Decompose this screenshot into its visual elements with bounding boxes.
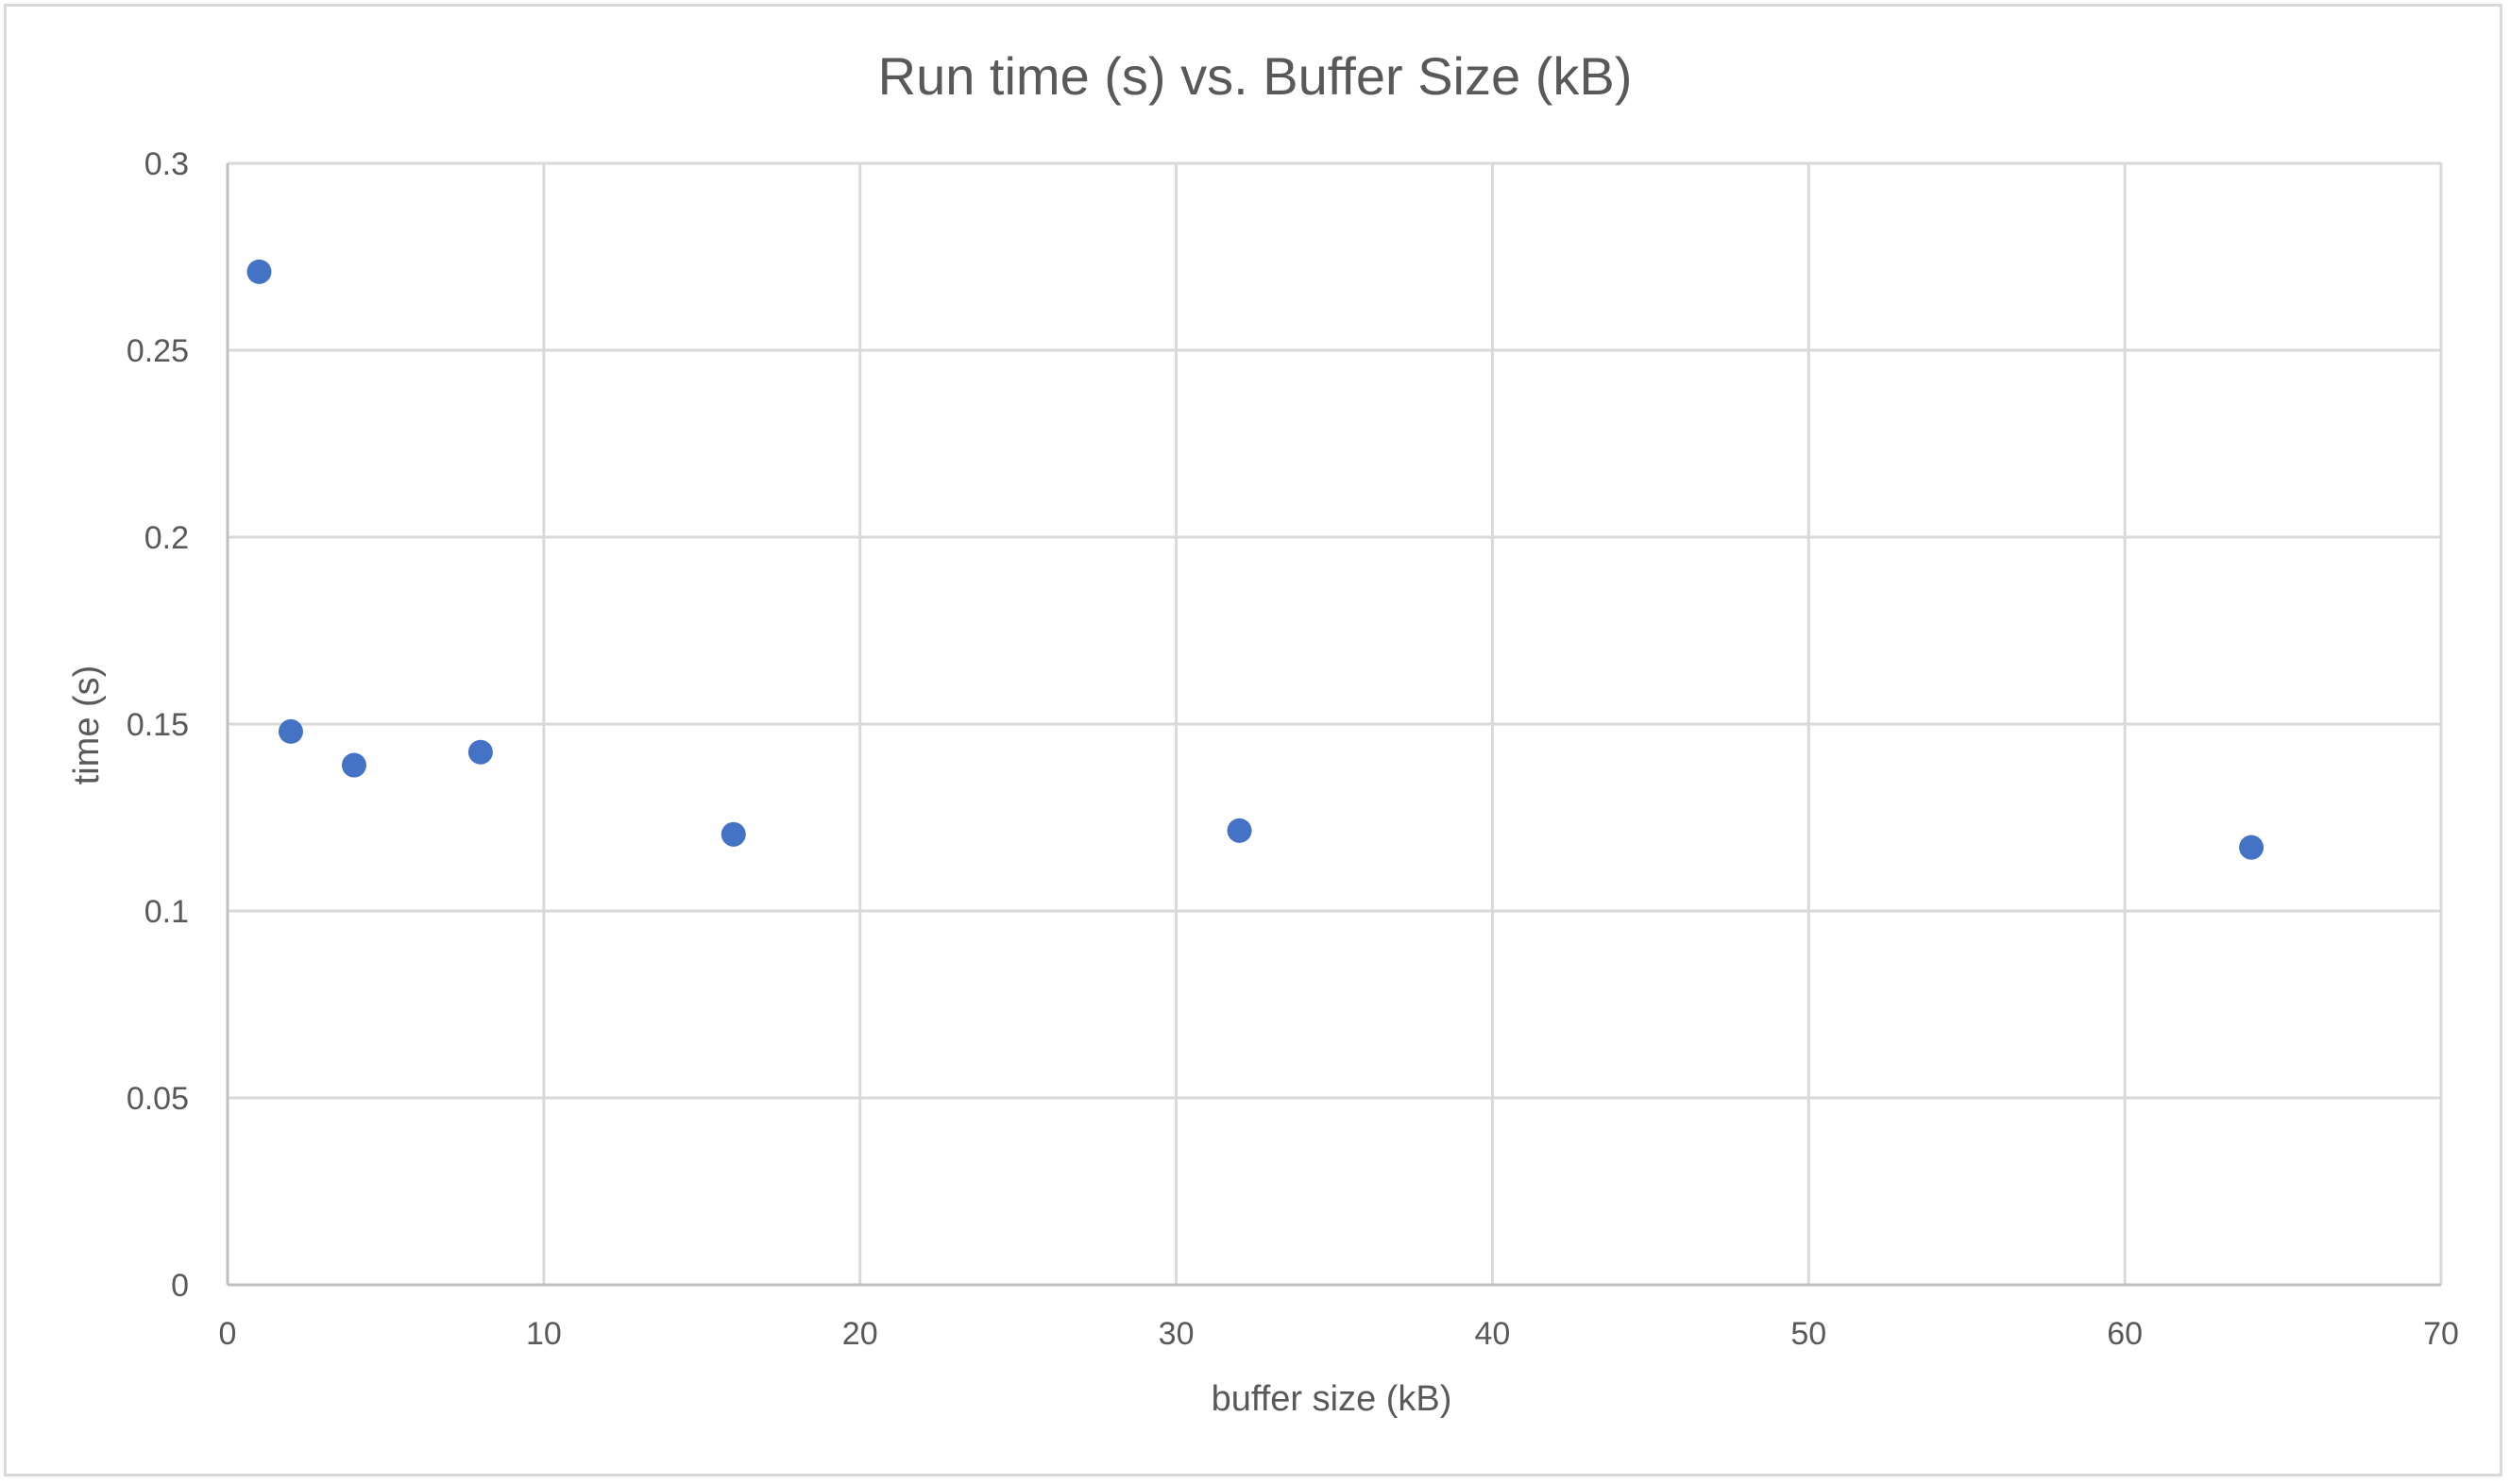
gridlines bbox=[228, 161, 2443, 1285]
y-tick-label: 0 bbox=[171, 1268, 189, 1304]
x-tick-label: 0 bbox=[219, 1316, 237, 1352]
x-tick-label: 70 bbox=[2423, 1316, 2459, 1352]
x-tick-label: 30 bbox=[1159, 1316, 1195, 1352]
y-tick-label: 0.2 bbox=[144, 520, 189, 556]
y-tick-label: 0.15 bbox=[127, 707, 189, 743]
chart-title: Run time (s) vs. Buffer Size (kB) bbox=[878, 46, 1633, 106]
x-tick-label: 60 bbox=[2107, 1316, 2143, 1352]
x-tick-label: 20 bbox=[842, 1316, 878, 1352]
y-tick-label: 0.1 bbox=[144, 894, 189, 930]
data-point bbox=[341, 752, 366, 778]
y-tick-label: 0.05 bbox=[127, 1081, 189, 1117]
x-tick-labels: 0 10 20 30 40 50 60 70 bbox=[219, 1316, 2459, 1352]
data-point bbox=[246, 259, 272, 284]
axes bbox=[226, 163, 2441, 1287]
x-axis-title: buffer size (kB) bbox=[1212, 1379, 1452, 1419]
y-tick-label: 0.3 bbox=[144, 146, 189, 182]
data-point bbox=[467, 739, 493, 765]
data-point bbox=[278, 718, 303, 744]
data-point bbox=[721, 821, 746, 847]
x-tick-label: 50 bbox=[1790, 1316, 1826, 1352]
x-tick-label: 10 bbox=[526, 1316, 562, 1352]
data-point bbox=[1227, 818, 1252, 843]
x-tick-label: 40 bbox=[1475, 1316, 1511, 1352]
data-point bbox=[2239, 835, 2264, 860]
y-tick-labels: 0 0.05 0.1 0.15 0.2 0.25 0.3 bbox=[127, 146, 189, 1304]
y-axis-title: time (s) bbox=[67, 666, 107, 785]
data-points bbox=[246, 259, 2264, 860]
y-tick-label: 0.25 bbox=[127, 333, 189, 369]
chart-frame bbox=[4, 4, 2502, 1476]
